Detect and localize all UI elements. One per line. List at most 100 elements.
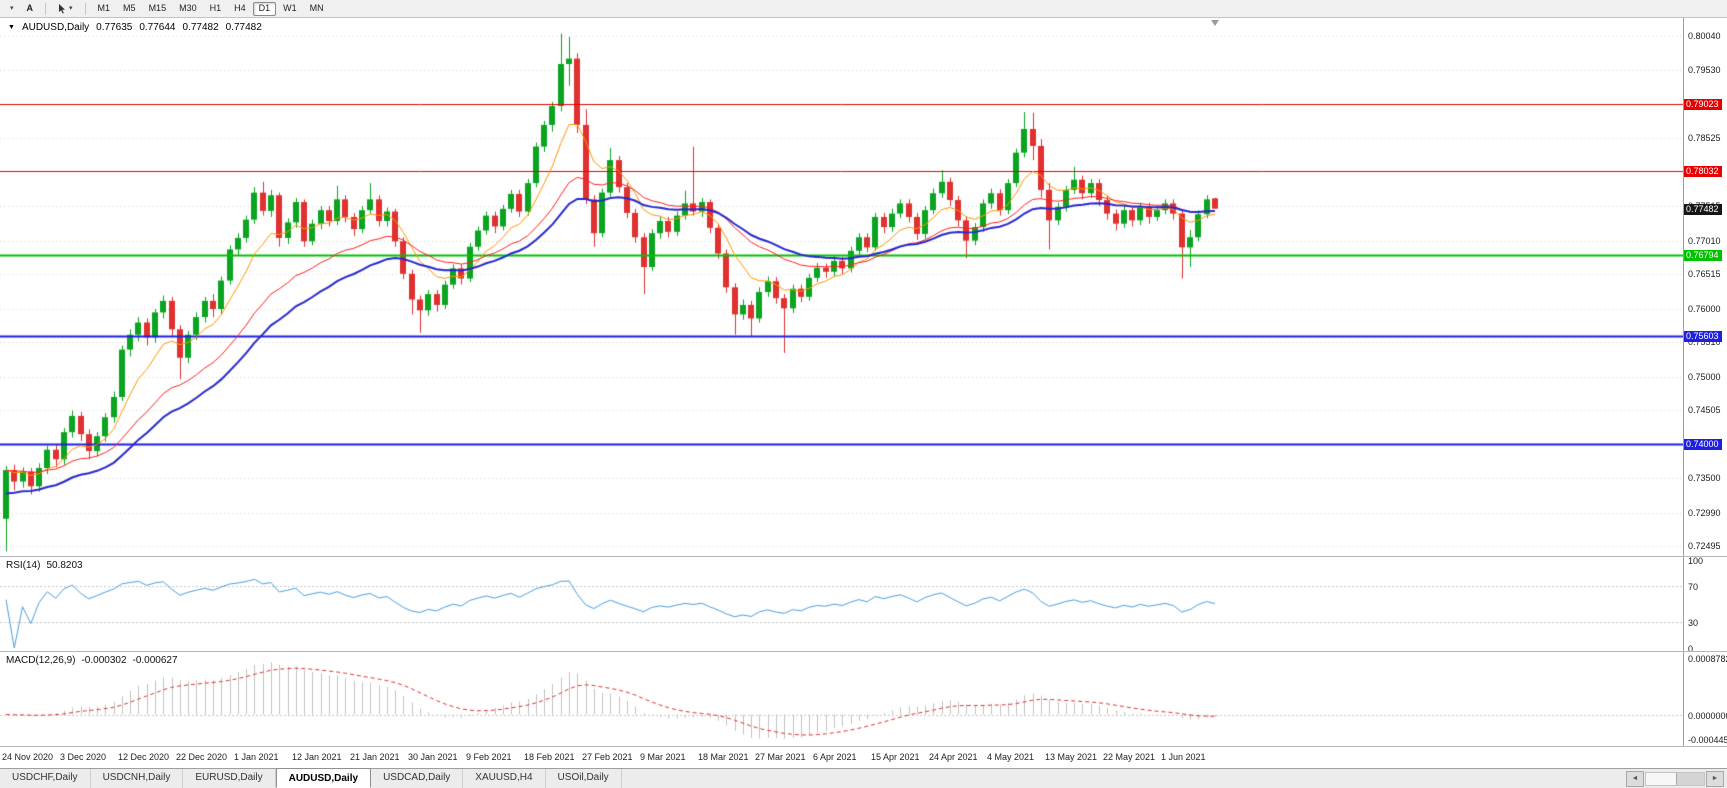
timeframe-button-m15[interactable]: M15 bbox=[143, 2, 173, 16]
price-tick-label: 0.76000 bbox=[1688, 304, 1721, 314]
date-tick-label: 4 May 2021 bbox=[987, 752, 1035, 762]
date-tick-label: 13 May 2021 bbox=[1045, 752, 1098, 762]
price-tick-label: 0.78525 bbox=[1688, 133, 1721, 143]
price-tick-label: 0.74505 bbox=[1688, 405, 1721, 415]
chart-tab-xauusd-h4[interactable]: XAUUSD,H4 bbox=[463, 769, 546, 788]
close-value: 0.77482 bbox=[225, 22, 262, 33]
date-tick-label: 1 Jan 2021 bbox=[234, 752, 279, 762]
chart-shift-marker[interactable] bbox=[1211, 20, 1219, 26]
date-tick-label: 12 Dec 2020 bbox=[118, 752, 170, 762]
price-tick-label: 0.75510 bbox=[1688, 337, 1721, 347]
timeframe-button-h4[interactable]: H4 bbox=[228, 2, 252, 16]
scroll-track[interactable] bbox=[1645, 771, 1705, 786]
date-tick-label: 27 Mar 2021 bbox=[755, 752, 806, 762]
date-tick-label: 15 Apr 2021 bbox=[871, 752, 920, 762]
date-tick-label: 22 May 2021 bbox=[1103, 752, 1156, 762]
price-chart-canvas bbox=[0, 0, 1683, 768]
macd-header: MACD(12,26,9) -0.000302 -0.000627 bbox=[6, 655, 178, 666]
scroll-right-icon[interactable]: ► bbox=[1706, 770, 1724, 787]
chart-tab-usoil-daily[interactable]: USOil,Daily bbox=[546, 769, 622, 788]
date-tick-label: 12 Jan 2021 bbox=[292, 752, 342, 762]
price-tick-label: 0.72990 bbox=[1688, 508, 1721, 518]
date-tick-label: 18 Mar 2021 bbox=[698, 752, 749, 762]
date-tick-label: 3 Dec 2020 bbox=[60, 752, 107, 762]
cursor-tool-dropdown[interactable]: ▾ bbox=[52, 2, 79, 16]
rsi-level-label: 100 bbox=[1688, 556, 1704, 566]
timeframe-button-m1[interactable]: M1 bbox=[92, 2, 117, 16]
scroll-thumb[interactable] bbox=[1676, 772, 1704, 785]
chart-tab-audusd-daily[interactable]: AUDUSD,Daily bbox=[275, 768, 372, 788]
timeframe-button-h1[interactable]: H1 bbox=[204, 2, 228, 16]
toolbar: ▾ A ▾ M1 M5 M15 M30 H1 H4 D1 W1 MN bbox=[0, 0, 1727, 18]
symbol-label: AUDUSD,Daily bbox=[21, 22, 90, 33]
price-tick-label: 0.77010 bbox=[1688, 236, 1721, 246]
chart-tab-usdcad-daily[interactable]: USDCAD,Daily bbox=[371, 769, 464, 788]
rsi-level-label: 0 bbox=[1688, 644, 1694, 654]
date-tick-label: 30 Jan 2021 bbox=[408, 752, 458, 762]
rsi-name: RSI(14) bbox=[6, 560, 41, 571]
chart-window-dropdown[interactable]: ▾ bbox=[4, 2, 20, 16]
timeframe-button-m5[interactable]: M5 bbox=[117, 2, 142, 16]
timeframe-button-w1[interactable]: W1 bbox=[277, 2, 303, 16]
rsi-value: 50.8203 bbox=[46, 560, 83, 571]
chevron-down-icon: ▾ bbox=[10, 4, 14, 12]
chevron-down-icon: ▾ bbox=[69, 4, 73, 12]
date-tick-label: 21 Jan 2021 bbox=[350, 752, 400, 762]
panel-separator[interactable] bbox=[0, 651, 1727, 652]
price-badge: 0.74000 bbox=[1684, 439, 1722, 450]
date-tick-label: 9 Mar 2021 bbox=[640, 752, 686, 762]
macd-name: MACD(12,26,9) bbox=[6, 655, 76, 666]
price-tick-label: 0.79530 bbox=[1688, 65, 1721, 75]
price-tick-label: 0.73500 bbox=[1688, 473, 1721, 483]
toolbar-separator bbox=[84, 2, 86, 15]
price-tick-label: 0.72495 bbox=[1688, 541, 1721, 551]
date-tick-label: 27 Feb 2021 bbox=[582, 752, 633, 762]
date-axis: 24 Nov 2020 3 Dec 2020 12 Dec 2020 22 Dec 2… bbox=[0, 746, 1727, 768]
low-value: 0.77482 bbox=[182, 22, 219, 33]
price-tick-label: 0.80040 bbox=[1688, 31, 1721, 41]
ohlc-indicator: ▼ AUDUSD,Daily 0.77635 0.77644 0.77482 0… bbox=[8, 22, 262, 33]
toolbar-separator bbox=[45, 2, 47, 15]
date-tick-label: 6 Apr 2021 bbox=[813, 752, 857, 762]
macd-axis-label: -0.0004451 bbox=[1688, 735, 1727, 745]
macd-main-value: -0.000302 bbox=[81, 655, 127, 666]
date-tick-label: 1 Jun 2021 bbox=[1161, 752, 1206, 762]
rsi-level-label: 70 bbox=[1688, 582, 1699, 592]
price-tick-label: 0.75000 bbox=[1688, 372, 1721, 382]
rsi-level-label: 30 bbox=[1688, 618, 1699, 628]
price-badge: 0.77482 bbox=[1684, 204, 1722, 215]
chart-plot-area[interactable] bbox=[0, 0, 1683, 768]
date-tick-label: 24 Apr 2021 bbox=[929, 752, 978, 762]
macd-axis-label: 0.0008782 bbox=[1688, 654, 1727, 664]
macd-axis-label: 0.0000000 bbox=[1688, 711, 1727, 721]
rsi-header: RSI(14) 50.8203 bbox=[6, 560, 83, 571]
high-value: 0.77644 bbox=[139, 22, 176, 33]
triangle-down-icon: ▼ bbox=[8, 23, 15, 31]
timeframe-button-m30[interactable]: M30 bbox=[173, 2, 203, 16]
tab-scrollbar: ◄ ► bbox=[1626, 769, 1727, 788]
scroll-left-icon[interactable]: ◄ bbox=[1626, 770, 1644, 787]
date-tick-label: 9 Feb 2021 bbox=[466, 752, 512, 762]
price-tick-label: 0.76515 bbox=[1688, 269, 1721, 279]
chart-tab-eurusd-daily[interactable]: EURUSD,Daily bbox=[183, 769, 276, 788]
price-axis: 0.800400.795300.790230.785250.780320.775… bbox=[1683, 18, 1727, 746]
timeframe-button-group: M1 M5 M15 M30 H1 H4 D1 W1 MN bbox=[92, 1, 330, 16]
date-tick-label: 22 Dec 2020 bbox=[176, 752, 228, 762]
open-value: 0.77635 bbox=[96, 22, 133, 33]
date-tick-label: 24 Nov 2020 bbox=[2, 752, 54, 762]
price-badge: 0.76794 bbox=[1684, 250, 1722, 261]
chart-tab-usdcnh-daily[interactable]: USDCNH,Daily bbox=[91, 769, 184, 788]
timeframe-button-mn[interactable]: MN bbox=[304, 2, 330, 16]
macd-signal-value: -0.000627 bbox=[132, 655, 178, 666]
date-tick-label: 18 Feb 2021 bbox=[524, 752, 575, 762]
text-tool-button[interactable]: A bbox=[21, 2, 40, 16]
timeframe-button-d1[interactable]: D1 bbox=[252, 1, 277, 16]
chart-tab-usdchf-daily[interactable]: USDCHF,Daily bbox=[0, 769, 91, 788]
price-badge: 0.78032 bbox=[1684, 166, 1722, 177]
panel-separator[interactable] bbox=[0, 556, 1727, 557]
price-badge: 0.79023 bbox=[1684, 99, 1722, 110]
chart-tab-bar: USDCHF,Daily USDCNH,Daily EURUSD,Daily AUDU… bbox=[0, 768, 1727, 788]
cursor-icon bbox=[59, 3, 66, 13]
price-badge: 0.75603 bbox=[1684, 331, 1722, 342]
